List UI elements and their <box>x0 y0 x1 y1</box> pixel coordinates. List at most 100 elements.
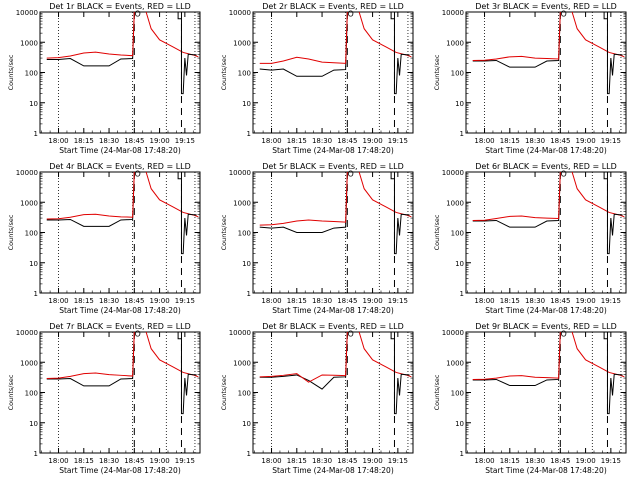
y-axis-label: Counts/sec <box>7 54 15 90</box>
events-decay-line <box>603 172 623 255</box>
events-series-line <box>259 171 348 233</box>
x-tick-label: 19:15 <box>175 137 195 145</box>
x-tick-label: 18:15 <box>74 137 94 145</box>
x-tick-label: 19:00 <box>149 297 169 305</box>
y-tick-label: 1000 <box>20 199 38 207</box>
x-tick-label: 18:30 <box>312 297 332 305</box>
y-axis-label: Counts/sec <box>433 374 441 410</box>
x-tick-label: 18:00 <box>48 297 68 305</box>
x-tick-label: 19:00 <box>149 137 169 145</box>
y-tick-label: 10000 <box>16 169 38 177</box>
x-tick-label: 19:00 <box>575 297 595 305</box>
x-axis-label: Start Time (24-Mar-08 17:48:20) <box>485 466 607 475</box>
y-tick-label: 100 <box>238 230 251 238</box>
y-tick-label: 100 <box>238 390 251 398</box>
x-tick-label: 19:00 <box>362 457 382 465</box>
x-tick-label: 18:30 <box>525 297 545 305</box>
x-axis-label: Start Time (24-Mar-08 17:48:20) <box>272 146 394 155</box>
x-tick-label: 19:15 <box>175 297 195 305</box>
y-axis-label: Counts/sec <box>7 214 15 250</box>
x-tick-label: 19:00 <box>575 137 595 145</box>
panel-title: Det 9r BLACK = Events, RED = LLD <box>475 322 617 331</box>
x-tick-label: 19:15 <box>601 297 621 305</box>
y-axis-label: Counts/sec <box>220 214 228 250</box>
x-tick-label: 18:15 <box>287 297 307 305</box>
events-series-line <box>259 331 348 390</box>
y-axis-label: Counts/sec <box>220 374 228 410</box>
events-decay-line <box>390 12 410 95</box>
y-axis-label: Counts/sec <box>7 374 15 410</box>
x-tick-label: 18:15 <box>74 457 94 465</box>
events-decay-line <box>177 12 197 95</box>
x-tick-label: 18:30 <box>99 297 119 305</box>
y-tick-label: 1 <box>460 290 464 298</box>
events-decay-line <box>177 172 197 255</box>
plot-frame <box>39 11 201 134</box>
y-tick-label: 10000 <box>229 9 251 17</box>
plot-frame <box>252 331 414 454</box>
panel-6: Det 6r BLACK = Events, RED = LLD 1 10 100 10… <box>433 162 627 315</box>
y-tick-label: 1 <box>34 290 38 298</box>
y-tick-label: 10000 <box>442 329 464 337</box>
y-tick-label: 10 <box>455 100 464 108</box>
panel-title: Det 2r BLACK = Events, RED = LLD <box>262 2 404 11</box>
lld-decay-line <box>145 171 199 218</box>
panel-3: Det 3r BLACK = Events, RED = LLD 1 10 100 10… <box>433 2 627 155</box>
lld-decay-line <box>571 171 625 218</box>
y-tick-label: 10000 <box>442 169 464 177</box>
x-tick-label: 18:45 <box>550 457 570 465</box>
peak-marker: O <box>135 329 141 338</box>
x-tick-label: 19:15 <box>388 457 408 465</box>
y-tick-label: 10 <box>29 420 38 428</box>
x-tick-label: 18:15 <box>287 137 307 145</box>
panel-1: Det 1r BLACK = Events, RED = LLD 1 10 100 10… <box>7 2 201 155</box>
peak-marker: O <box>348 9 354 18</box>
plot-frame <box>252 11 414 134</box>
lld-decay-line <box>358 331 412 378</box>
panel-9: Det 9r BLACK = Events, RED = LLD 1 10 100 10… <box>433 322 627 475</box>
y-tick-label: 100 <box>451 390 464 398</box>
events-series-line <box>472 331 561 387</box>
x-axis-label: Start Time (24-Mar-08 17:48:20) <box>272 466 394 475</box>
lld-decay-line <box>571 11 625 58</box>
x-tick-label: 18:30 <box>525 457 545 465</box>
lld-decay-line <box>145 331 199 378</box>
peak-marker: O <box>135 9 141 18</box>
y-tick-label: 1000 <box>446 39 464 47</box>
panel-7: Det 7r BLACK = Events, RED = LLD 1 10 100 10… <box>7 322 201 475</box>
y-tick-label: 1 <box>460 130 464 138</box>
plot-frame <box>252 171 414 294</box>
y-axis-label: Counts/sec <box>220 54 228 90</box>
x-axis-label: Start Time (24-Mar-08 17:48:20) <box>272 306 394 315</box>
x-axis-label: Start Time (24-Mar-08 17:48:20) <box>485 306 607 315</box>
y-tick-label: 10 <box>455 260 464 268</box>
plot-frame <box>39 331 201 454</box>
plot-frame <box>39 171 201 294</box>
y-tick-label: 100 <box>25 70 38 78</box>
events-decay-line <box>603 332 623 415</box>
y-tick-label: 10000 <box>442 9 464 17</box>
x-tick-label: 18:15 <box>500 457 520 465</box>
x-axis-label: Start Time (24-Mar-08 17:48:20) <box>59 306 181 315</box>
plot-frame <box>465 331 627 454</box>
y-tick-label: 10 <box>242 100 251 108</box>
y-tick-label: 10 <box>29 260 38 268</box>
x-tick-label: 18:15 <box>287 457 307 465</box>
x-tick-label: 18:30 <box>99 137 119 145</box>
peak-marker: O <box>348 329 354 338</box>
x-tick-label: 18:00 <box>261 297 281 305</box>
y-tick-label: 100 <box>25 390 38 398</box>
x-tick-label: 19:15 <box>601 457 621 465</box>
panel-title: Det 4r BLACK = Events, RED = LLD <box>49 162 191 171</box>
y-tick-label: 100 <box>451 230 464 238</box>
lld-series-line <box>472 171 561 221</box>
peak-marker: O <box>348 169 354 178</box>
x-tick-label: 18:45 <box>337 137 357 145</box>
y-tick-label: 1 <box>34 450 38 458</box>
panel-4: Det 4r BLACK = Events, RED = LLD 1 10 100 10… <box>7 162 201 315</box>
events-decay-line <box>390 332 410 415</box>
events-decay-line <box>603 12 623 95</box>
y-tick-label: 100 <box>451 70 464 78</box>
lld-decay-line <box>145 11 199 58</box>
